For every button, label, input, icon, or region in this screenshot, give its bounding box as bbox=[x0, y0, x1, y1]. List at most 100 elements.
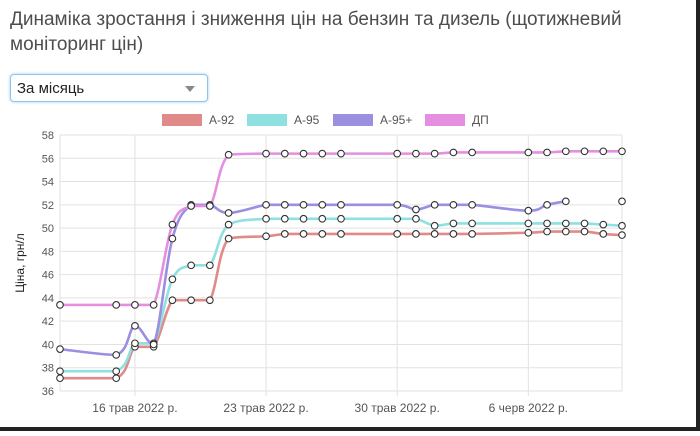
data-point[interactable] bbox=[393, 214, 402, 223]
data-point[interactable] bbox=[580, 219, 589, 228]
data-point[interactable] bbox=[318, 230, 327, 238]
data-point[interactable] bbox=[543, 227, 551, 236]
data-point[interactable] bbox=[149, 340, 158, 349]
data-point[interactable] bbox=[543, 200, 551, 209]
legend-swatch[interactable] bbox=[333, 114, 373, 126]
data-point[interactable] bbox=[299, 214, 308, 223]
data-point[interactable] bbox=[430, 221, 439, 230]
data-point[interactable] bbox=[112, 374, 121, 383]
data-point[interactable] bbox=[131, 321, 139, 330]
data-point[interactable] bbox=[131, 301, 139, 309]
data-point[interactable] bbox=[618, 231, 626, 239]
legend-swatch[interactable] bbox=[425, 114, 465, 126]
y-tick-label: 52 bbox=[42, 200, 54, 212]
data-point[interactable] bbox=[318, 214, 327, 223]
data-point[interactable] bbox=[580, 227, 589, 236]
data-point[interactable] bbox=[262, 149, 270, 158]
period-select[interactable]: За місяць bbox=[10, 74, 208, 102]
y-tick-label: 54 bbox=[42, 177, 54, 189]
data-point[interactable] bbox=[280, 149, 289, 158]
data-point[interactable] bbox=[206, 261, 214, 270]
data-point[interactable] bbox=[393, 149, 402, 158]
data-point[interactable] bbox=[262, 214, 270, 223]
data-point[interactable] bbox=[430, 149, 439, 158]
data-point[interactable] bbox=[112, 301, 121, 309]
data-point[interactable] bbox=[524, 228, 533, 237]
data-point[interactable] bbox=[149, 301, 158, 309]
data-point[interactable] bbox=[524, 206, 533, 215]
data-point[interactable] bbox=[561, 227, 570, 236]
data-point[interactable] bbox=[561, 219, 570, 228]
data-point[interactable] bbox=[112, 351, 121, 359]
data-point[interactable] bbox=[430, 200, 439, 209]
legend-swatch[interactable] bbox=[247, 114, 287, 126]
data-point[interactable] bbox=[393, 230, 402, 238]
data-point[interactable] bbox=[468, 200, 476, 209]
data-point[interactable] bbox=[187, 296, 195, 305]
data-point[interactable] bbox=[449, 200, 458, 209]
data-point[interactable] bbox=[599, 230, 608, 238]
data-point[interactable] bbox=[168, 220, 177, 229]
data-point[interactable] bbox=[524, 148, 533, 157]
data-point[interactable] bbox=[56, 374, 64, 383]
data-point[interactable] bbox=[618, 197, 626, 206]
data-point[interactable] bbox=[468, 148, 476, 157]
data-point[interactable] bbox=[468, 230, 476, 238]
data-point[interactable] bbox=[280, 214, 289, 223]
data-point[interactable] bbox=[224, 209, 233, 217]
data-point[interactable] bbox=[56, 345, 64, 353]
data-point[interactable] bbox=[224, 220, 233, 229]
data-point[interactable] bbox=[468, 219, 476, 228]
data-point[interactable] bbox=[393, 200, 402, 209]
data-point[interactable] bbox=[168, 296, 177, 305]
data-point[interactable] bbox=[449, 148, 458, 157]
data-point[interactable] bbox=[56, 367, 64, 376]
data-point[interactable] bbox=[224, 234, 233, 243]
legend-label[interactable]: ДП bbox=[472, 113, 489, 127]
data-point[interactable] bbox=[412, 230, 420, 238]
data-point[interactable] bbox=[299, 200, 308, 209]
data-point[interactable] bbox=[280, 230, 289, 238]
data-point[interactable] bbox=[412, 205, 420, 214]
data-point[interactable] bbox=[561, 197, 570, 206]
data-point[interactable] bbox=[168, 275, 177, 284]
data-point[interactable] bbox=[449, 230, 458, 238]
data-point[interactable] bbox=[412, 214, 420, 223]
data-point[interactable] bbox=[524, 219, 533, 228]
data-point[interactable] bbox=[318, 149, 327, 158]
data-point[interactable] bbox=[337, 200, 345, 209]
data-point[interactable] bbox=[599, 220, 608, 229]
data-point[interactable] bbox=[337, 214, 345, 223]
data-point[interactable] bbox=[262, 200, 270, 209]
data-point[interactable] bbox=[580, 147, 589, 156]
data-point[interactable] bbox=[299, 149, 308, 158]
data-point[interactable] bbox=[618, 221, 626, 230]
legend-label[interactable]: A-92 bbox=[209, 113, 235, 127]
data-point[interactable] bbox=[280, 200, 289, 209]
legend-label[interactable]: A-95+ bbox=[380, 113, 412, 127]
data-point[interactable] bbox=[262, 232, 270, 241]
data-point[interactable] bbox=[206, 296, 214, 305]
data-point[interactable] bbox=[224, 150, 233, 159]
data-point[interactable] bbox=[206, 202, 214, 210]
data-point[interactable] bbox=[131, 339, 139, 348]
data-point[interactable] bbox=[599, 147, 608, 156]
legend-swatch[interactable] bbox=[162, 114, 202, 126]
data-point[interactable] bbox=[449, 219, 458, 228]
data-point[interactable] bbox=[561, 147, 570, 156]
data-point[interactable] bbox=[187, 202, 195, 210]
data-point[interactable] bbox=[412, 149, 420, 158]
data-point[interactable] bbox=[618, 147, 626, 156]
data-point[interactable] bbox=[56, 301, 64, 309]
data-point[interactable] bbox=[430, 230, 439, 238]
data-point[interactable] bbox=[187, 261, 195, 270]
data-point[interactable] bbox=[543, 148, 551, 157]
data-point[interactable] bbox=[543, 219, 551, 228]
legend-label[interactable]: A-95 bbox=[294, 113, 320, 127]
data-point[interactable] bbox=[337, 149, 345, 158]
data-point[interactable] bbox=[299, 230, 308, 238]
data-point[interactable] bbox=[318, 200, 327, 209]
data-point[interactable] bbox=[168, 234, 177, 243]
data-point[interactable] bbox=[337, 230, 345, 238]
data-point[interactable] bbox=[112, 367, 121, 376]
